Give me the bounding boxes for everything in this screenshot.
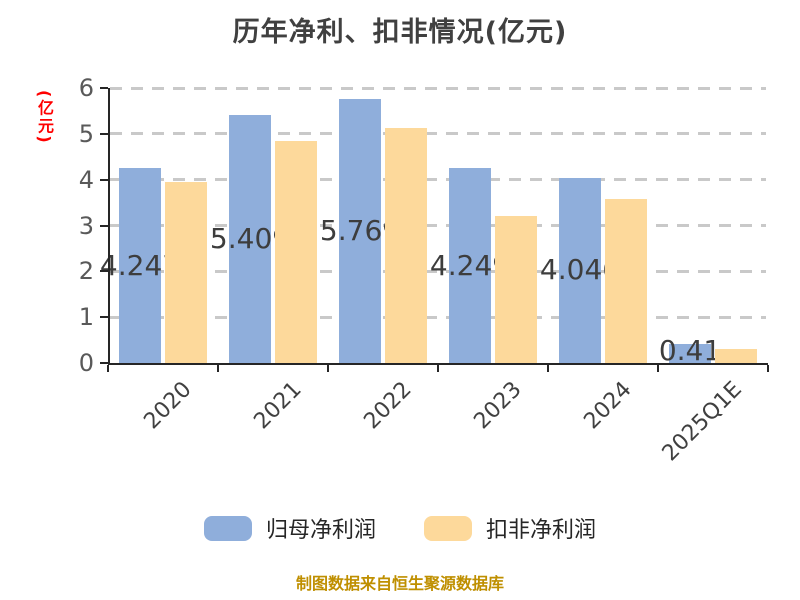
y-tick-label-1: 1 xyxy=(78,303,94,332)
x-tick-5 xyxy=(657,365,659,372)
legend: 归母净利润 扣非净利润 xyxy=(0,512,800,544)
bar-deducted-net-profit-2022 xyxy=(385,127,427,363)
legend-label-parent-net-profit: 归母净利润 xyxy=(265,518,376,543)
x-axis-label-2020: 2020 xyxy=(139,377,197,435)
gridline-1 xyxy=(110,315,766,319)
y-tick-label-5: 5 xyxy=(78,119,94,148)
legend-item-parent-net-profit: 归母净利润 xyxy=(203,512,376,544)
x-axis-label-2025Q1E: 2025Q1E xyxy=(657,377,747,467)
gridline-2 xyxy=(110,269,766,273)
y-tick-label-3: 3 xyxy=(78,211,94,240)
bar-deducted-net-profit-2023 xyxy=(495,216,537,363)
y-tick-4 xyxy=(100,178,108,181)
bar-parent-net-profit-2021 xyxy=(229,115,271,363)
bar-parent-net-profit-2025Q1E xyxy=(669,344,711,363)
gridline-5 xyxy=(110,132,766,136)
x-axis-label-2023: 2023 xyxy=(469,377,527,435)
bar-parent-net-profit-2023 xyxy=(449,168,491,363)
legend-swatch-parent-net-profit xyxy=(203,515,252,541)
y-axis xyxy=(108,88,110,365)
y-tick-6 xyxy=(100,87,108,89)
x-axis-label-2024: 2024 xyxy=(579,377,637,435)
x-axis xyxy=(108,363,768,365)
legend-label-deducted-net-profit: 扣非净利润 xyxy=(486,518,597,543)
x-tick-2 xyxy=(327,365,329,372)
gridline-3 xyxy=(110,224,766,227)
bar-value-label-2025Q1E: 0.41 xyxy=(658,334,722,367)
x-tick-0 xyxy=(107,365,109,372)
bar-parent-net-profit-2022 xyxy=(339,98,381,363)
x-tick-1 xyxy=(217,365,219,372)
y-tick-0 xyxy=(100,362,108,364)
y-tick-1 xyxy=(100,316,108,319)
y-tick-label-6: 6 xyxy=(78,74,94,102)
x-axis-label-2021: 2021 xyxy=(249,377,307,435)
bar-deducted-net-profit-2021 xyxy=(275,140,317,363)
legend-item-deducted-net-profit: 扣非净利润 xyxy=(424,512,596,544)
bar-deducted-net-profit-2020 xyxy=(165,181,207,363)
data-source-note: 制图数据来自恒生聚源数据库 xyxy=(295,574,504,593)
x-tick-3 xyxy=(437,365,439,372)
bar-deducted-net-profit-2024 xyxy=(605,198,647,363)
y-tick-2 xyxy=(100,270,108,273)
y-tick-label-2: 2 xyxy=(78,257,94,286)
x-tick-4 xyxy=(547,365,549,372)
y-tick-5 xyxy=(100,132,108,135)
x-axis-label-2022: 2022 xyxy=(359,377,417,435)
bar-parent-net-profit-2020 xyxy=(119,168,161,363)
plot-area: 0 1 2 3 4 5 6 4.247 2020 5.409 2021 5.769 2022 4.249 2… xyxy=(79,74,769,466)
bar-parent-net-profit-2024 xyxy=(559,177,601,363)
y-tick-label-0: 0 xyxy=(78,349,94,377)
x-tick-6 xyxy=(767,365,769,372)
y-axis-unit-label: (亿元) xyxy=(35,90,54,145)
bar-deducted-net-profit-2025Q1E xyxy=(715,349,757,363)
y-tick-label-4: 4 xyxy=(78,165,94,194)
chart-title: 历年净利、扣非情况(亿元) xyxy=(232,17,568,48)
legend-swatch-deducted-net-profit xyxy=(424,515,472,541)
y-tick-3 xyxy=(100,224,108,227)
gridline-6 xyxy=(110,86,766,90)
gridline-4 xyxy=(110,178,766,182)
